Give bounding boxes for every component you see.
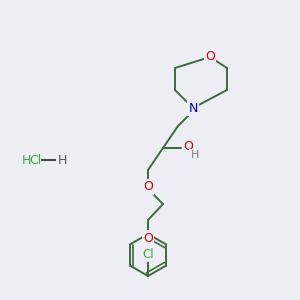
Text: O: O	[143, 181, 153, 194]
Text: O: O	[143, 232, 153, 244]
Text: Cl: Cl	[142, 248, 154, 260]
Text: Cl: Cl	[29, 154, 41, 166]
Text: H: H	[21, 154, 31, 166]
Text: H: H	[57, 154, 67, 166]
Text: H: H	[191, 150, 199, 160]
Text: O: O	[205, 50, 215, 64]
Text: N: N	[188, 101, 198, 115]
Text: O: O	[183, 140, 193, 154]
